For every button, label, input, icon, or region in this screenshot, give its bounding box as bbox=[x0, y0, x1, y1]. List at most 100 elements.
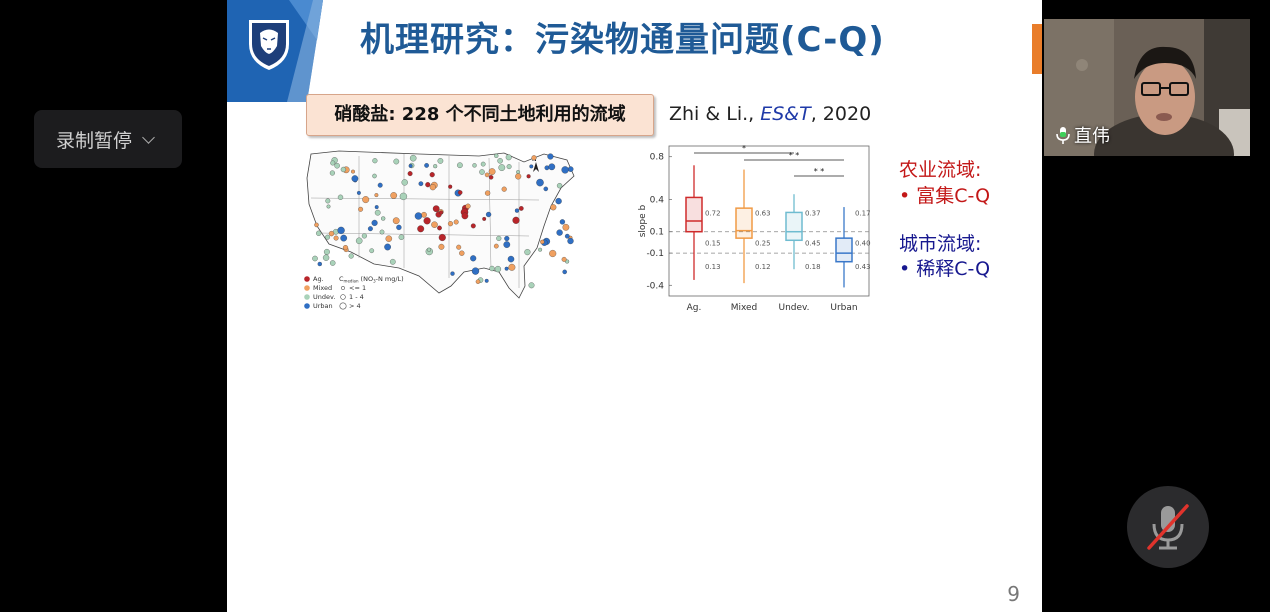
fraction-label: 0.45 bbox=[805, 239, 821, 247]
watershed-dot bbox=[485, 211, 492, 218]
legend-bin-1: <= 1 bbox=[349, 284, 366, 292]
watershed-dot bbox=[437, 158, 444, 164]
watershed-dot bbox=[438, 233, 446, 242]
page-number: 9 bbox=[1007, 582, 1020, 606]
watershed-dot bbox=[494, 265, 502, 273]
watershed-dot bbox=[447, 221, 454, 227]
watershed-dot bbox=[475, 279, 481, 284]
legend-undev: Undev. bbox=[313, 293, 335, 301]
box-body bbox=[785, 211, 803, 242]
watershed-dot bbox=[418, 181, 424, 187]
legend-mixed: Mixed bbox=[313, 284, 332, 292]
watershed-dot bbox=[337, 194, 344, 200]
legend-bin-2: 1 - 4 bbox=[349, 293, 364, 301]
us-watershed-map: N Ag. Mixed Undev. Urban Cmedian(NO3-N m… bbox=[304, 150, 575, 310]
mute-toggle-button[interactable] bbox=[1127, 486, 1209, 568]
watershed-dot bbox=[362, 196, 370, 204]
watershed-dot bbox=[526, 174, 531, 179]
watershed-dot bbox=[425, 182, 431, 188]
webcam-tile[interactable]: 直伟 bbox=[1044, 19, 1250, 156]
watershed-dot bbox=[371, 219, 378, 226]
watershed-dot bbox=[516, 170, 521, 174]
watershed-dot bbox=[543, 186, 549, 192]
watershed-dot bbox=[429, 184, 436, 191]
watershed-dot bbox=[351, 169, 355, 174]
watershed-dot bbox=[333, 235, 339, 241]
watershed-dot bbox=[312, 255, 318, 262]
watershed-dot bbox=[408, 163, 413, 168]
watershed-dot bbox=[393, 158, 400, 165]
watershed-dot bbox=[396, 224, 402, 231]
watershed-dot bbox=[562, 269, 567, 275]
watershed-dot bbox=[325, 234, 330, 240]
box-body bbox=[835, 237, 853, 263]
watershed-dot bbox=[504, 235, 510, 242]
watershed-dot bbox=[367, 226, 373, 232]
watershed-dot bbox=[421, 211, 427, 218]
watershed-dot bbox=[479, 169, 485, 175]
fraction-label: 0.43 bbox=[855, 263, 871, 271]
watershed-dot bbox=[518, 206, 524, 211]
watershed-dot bbox=[484, 278, 489, 283]
fraction-label: 0.63 bbox=[755, 209, 771, 217]
fraction-label: 0.40 bbox=[855, 239, 871, 247]
watershed-dot bbox=[544, 165, 550, 171]
watershed-dot bbox=[456, 244, 462, 250]
watershed-dot bbox=[531, 155, 537, 161]
chevron-down-icon bbox=[142, 130, 155, 144]
watershed-dot bbox=[329, 170, 335, 176]
watershed-dot bbox=[437, 225, 442, 231]
watershed-dot bbox=[505, 154, 512, 161]
fraction-label: 0.37 bbox=[805, 209, 821, 217]
fraction-label: 0.12 bbox=[755, 263, 771, 271]
watershed-dot bbox=[358, 206, 364, 212]
nitrate-tag: 硝酸盐: 228 个不同土地利用的流域 bbox=[306, 94, 654, 136]
watershed-dot bbox=[369, 248, 375, 254]
map-legend: Ag. Mixed Undev. Urban Cmedian (NO3-N mg/… bbox=[304, 275, 404, 310]
urban-note-point: • 稀释C-Q bbox=[899, 258, 991, 280]
urban-note-title: 城市流域: bbox=[899, 233, 982, 255]
watershed-dot bbox=[549, 249, 557, 258]
accent-mark bbox=[1032, 24, 1042, 74]
legend-urban: Urban bbox=[313, 302, 333, 310]
watershed-dot bbox=[555, 197, 562, 205]
watershed-dot bbox=[330, 160, 336, 166]
y-tick-label: 0.8 bbox=[650, 153, 665, 163]
watershed-dot bbox=[372, 173, 377, 179]
citation-journal: ES&T bbox=[760, 103, 811, 125]
x-tick-label: Ag. bbox=[687, 303, 702, 313]
watershed-dot bbox=[556, 229, 563, 236]
watershed-dot bbox=[488, 175, 494, 180]
y-axis-label: slope b bbox=[638, 204, 648, 237]
watershed-dot bbox=[496, 235, 502, 241]
watershed-dot bbox=[385, 235, 393, 242]
watershed-dot bbox=[334, 162, 340, 169]
recording-pause-button[interactable]: 录制暂停 bbox=[34, 110, 182, 168]
citation-year: , 2020 bbox=[810, 103, 872, 125]
watershed-dot bbox=[562, 223, 570, 231]
watershed-dot bbox=[379, 229, 385, 235]
watershed-dot bbox=[457, 190, 463, 195]
watershed-dot bbox=[514, 208, 520, 213]
watershed-dot bbox=[540, 239, 545, 245]
watershed-dot bbox=[459, 250, 465, 256]
watershed-dot bbox=[556, 183, 563, 189]
watershed-dot bbox=[498, 164, 506, 171]
fraction-label: 0.18 bbox=[805, 263, 821, 271]
watershed-dot bbox=[501, 186, 507, 192]
fraction-label: 0.15 bbox=[705, 239, 721, 247]
watershed-dot bbox=[384, 243, 391, 251]
y-tick-label: -0.4 bbox=[646, 281, 664, 291]
watershed-dot bbox=[361, 233, 367, 239]
watershed-dot bbox=[470, 255, 477, 262]
watershed-dot bbox=[356, 190, 361, 195]
watershed-dot bbox=[439, 210, 444, 215]
watershed-dot bbox=[389, 258, 396, 265]
slope-boxplot-chart: 0.8 0.4 0.1 -0.1 -0.4 slope b Ag. 0.72 0.15 0.13 M… bbox=[638, 144, 871, 313]
watershed-dot bbox=[529, 164, 534, 169]
watershed-dot bbox=[317, 261, 322, 267]
watershed-dot bbox=[504, 266, 509, 271]
watershed-dot bbox=[482, 216, 487, 221]
watershed-dot bbox=[550, 204, 557, 211]
watershed-dot bbox=[538, 247, 543, 252]
